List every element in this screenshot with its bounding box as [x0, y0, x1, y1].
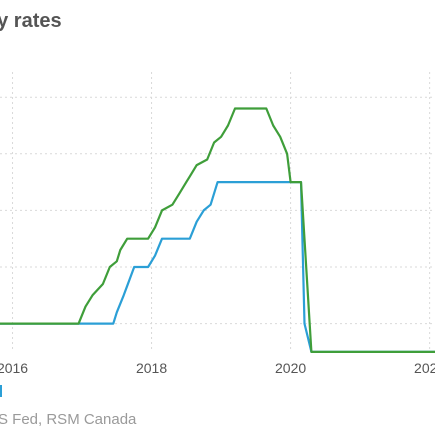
source-note: S Fed, RSM Canada	[0, 411, 137, 428]
x-axis-ticks: 2016 2018 2020 2022	[0, 360, 435, 376]
grid	[0, 72, 435, 352]
chart-title: cy rates	[0, 10, 62, 32]
x-tick-label: 2018	[136, 360, 167, 376]
x-tick-label: 2020	[275, 360, 306, 376]
series-lines	[0, 107, 435, 353]
legend-swatch	[0, 385, 2, 397]
series-line-2	[0, 107, 435, 353]
x-tick-label: 2022	[414, 360, 435, 376]
series-line-1	[0, 181, 435, 353]
x-tick-label: 2016	[0, 360, 28, 376]
